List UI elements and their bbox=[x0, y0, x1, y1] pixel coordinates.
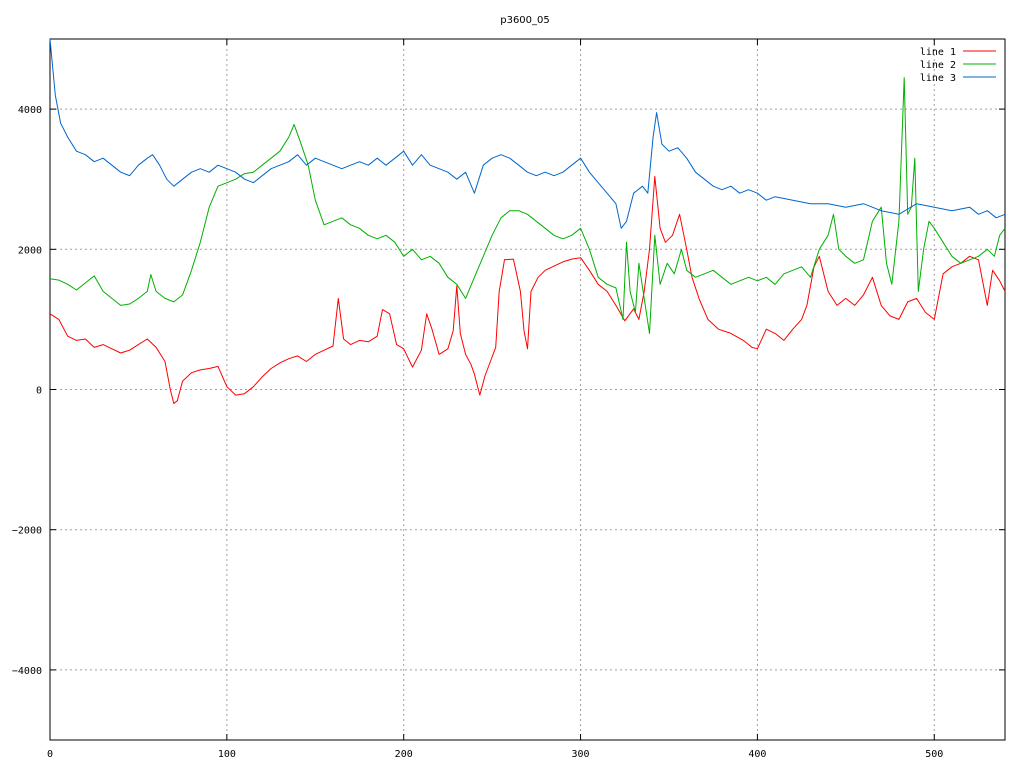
series-line-3 bbox=[49, 38, 1006, 229]
x-axis: 0 100 200 300 400 500 bbox=[47, 749, 943, 760]
y-tick-label: −4000 bbox=[12, 666, 42, 677]
y-tick-label: 2000 bbox=[18, 245, 42, 256]
legend-label-1: line 1 bbox=[920, 47, 956, 58]
legend: line 1 line 2 line 3 bbox=[920, 47, 996, 84]
legend-label-2: line 2 bbox=[920, 60, 956, 71]
series-line-1 bbox=[49, 175, 1006, 404]
x-tick-label: 0 bbox=[47, 749, 53, 760]
x-tick-label: 100 bbox=[218, 749, 236, 760]
series-group bbox=[49, 38, 1006, 404]
grid-lines bbox=[50, 39, 1005, 740]
chart-title: p3600_05 bbox=[500, 15, 550, 26]
y-tick-label: 4000 bbox=[18, 105, 42, 116]
x-tick-label: 300 bbox=[572, 749, 590, 760]
x-tick-label: 200 bbox=[395, 749, 413, 760]
x-tick-label: 500 bbox=[925, 749, 943, 760]
legend-label-3: line 3 bbox=[920, 73, 956, 84]
y-tick-label: −2000 bbox=[12, 526, 42, 537]
series-line-2 bbox=[49, 77, 1006, 334]
axis-ticks bbox=[49, 39, 1005, 740]
x-tick-label: 400 bbox=[748, 749, 766, 760]
y-axis: −4000 −2000 0 2000 4000 bbox=[12, 105, 42, 677]
y-tick-label: 0 bbox=[36, 386, 42, 397]
